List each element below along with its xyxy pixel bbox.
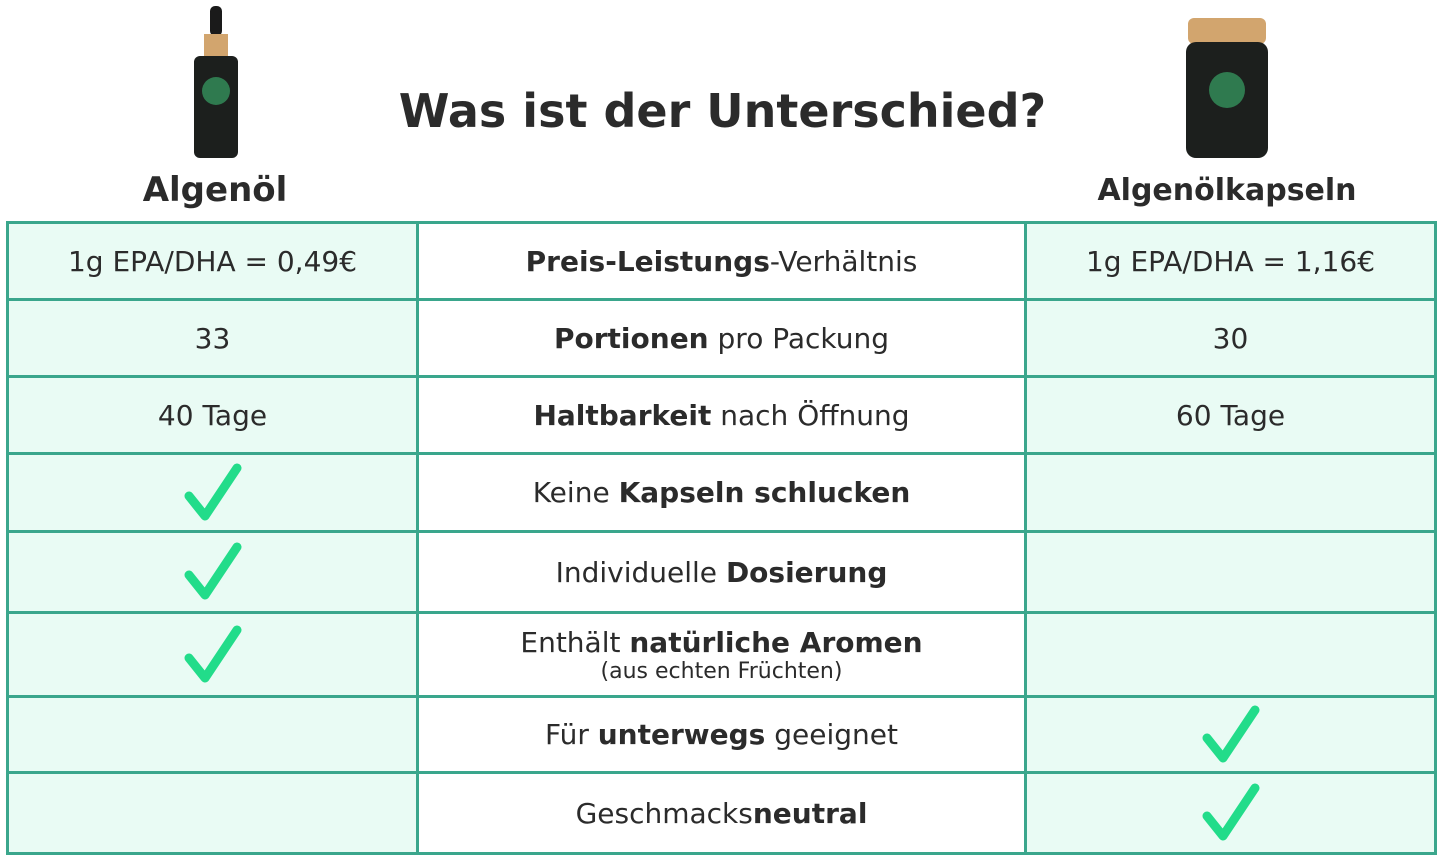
- right-cell: [1024, 530, 1437, 614]
- left-cell: [6, 771, 419, 855]
- left-cell: 1g EPA/DHA = 0,49€: [6, 221, 419, 301]
- right-value: 60 Tage: [1175, 398, 1286, 432]
- table-row: Für unterwegs geeignet: [6, 695, 1437, 774]
- feature-segment: pro Packung: [708, 321, 890, 355]
- feature-cell: Keine Kapseln schlucken: [416, 452, 1027, 533]
- jar-image: [1186, 18, 1268, 158]
- left-cell: 33: [6, 298, 419, 378]
- checkmark: [1202, 783, 1259, 841]
- feature-segment: nach Öffnung: [711, 398, 910, 432]
- right-cell: [1024, 695, 1437, 774]
- left-product-name: Algenöl: [142, 170, 288, 210]
- feature-label: Enthält natürliche Aromen: [419, 626, 1024, 659]
- feature-segment: Keine: [532, 476, 619, 509]
- feature-cell: Geschmacksneutral: [416, 771, 1027, 855]
- left-value: 1g EPA/DHA = 0,49€: [67, 244, 358, 278]
- title: Was ist der Unterschied?: [398, 84, 1047, 138]
- table-row: 1g EPA/DHA = 0,49€ Preis-Leistungs-Verhäl…: [6, 221, 1437, 301]
- table-row: 40 Tage Haltbarkeit nach Öffnung 60 Tage: [6, 375, 1437, 455]
- feature-cell: Preis-Leistungs-Verhältnis: [416, 221, 1027, 301]
- feature-segment: geeignet: [765, 718, 898, 751]
- right-cell: 1g EPA/DHA = 1,16€: [1024, 221, 1437, 301]
- feature-segment: Portionen: [553, 321, 709, 355]
- feature-cell: Portionen pro Packung: [416, 298, 1027, 378]
- feature-segment: Dosierung: [725, 555, 888, 589]
- checkmark: [184, 463, 241, 520]
- feature-label: Haltbarkeit nach Öffnung: [419, 399, 1024, 432]
- right-value: 30: [1212, 321, 1249, 355]
- feature-cell: Individuelle Dosierung: [416, 530, 1027, 614]
- table-row: Keine Kapseln schlucken: [6, 452, 1437, 533]
- right-cell: [1024, 452, 1437, 533]
- left-cell: [6, 695, 419, 774]
- feature-label: Geschmacksneutral: [419, 797, 1024, 830]
- right-value: 1g EPA/DHA = 1,16€: [1085, 244, 1376, 278]
- feature-label: Keine Kapseln schlucken: [419, 476, 1024, 509]
- table-row: Geschmacksneutral: [6, 771, 1437, 855]
- right-cell: 30: [1024, 298, 1437, 378]
- feature-segment: unterwegs: [597, 718, 766, 751]
- checkmark: [184, 625, 241, 682]
- table-row: 33 Portionen pro Packung 30: [6, 298, 1437, 378]
- table-row: Individuelle Dosierung: [6, 530, 1437, 614]
- left-cell: [6, 530, 419, 614]
- left-cell: 40 Tage: [6, 375, 419, 455]
- feature-segment: Geschmacks: [575, 796, 753, 830]
- feature-segment: Für: [545, 718, 598, 751]
- table-row: Enthält natürliche Aromen (aus echten Frü…: [6, 611, 1437, 698]
- left-cell: [6, 452, 419, 533]
- feature-segment: Haltbarkeit: [533, 398, 712, 432]
- feature-cell: Enthält natürliche Aromen (aus echten Frü…: [416, 611, 1027, 698]
- left-value: 33: [194, 321, 231, 355]
- right-cell: [1024, 771, 1437, 855]
- right-cell: [1024, 611, 1437, 698]
- feature-segment: Kapseln schlucken: [618, 476, 911, 509]
- feature-note: (aus echten Früchten): [600, 658, 843, 684]
- left-value: 40 Tage: [157, 398, 268, 432]
- feature-segment: natürliche Aromen: [629, 625, 923, 659]
- feature-label: Portionen pro Packung: [419, 322, 1024, 355]
- right-product-name: Algenölkapseln: [1097, 173, 1357, 208]
- feature-segment: -Verhältnis: [769, 244, 918, 278]
- checkmark: [184, 542, 241, 600]
- comparison-table: 1g EPA/DHA = 0,49€ Preis-Leistungs-Verhäl…: [6, 221, 1437, 855]
- feature-label: Für unterwegs geeignet: [419, 718, 1024, 751]
- feature-label: Preis-Leistungs-Verhältnis: [419, 245, 1024, 278]
- feature-cell: Haltbarkeit nach Öffnung: [416, 375, 1027, 455]
- feature-segment: Individuelle: [555, 555, 726, 589]
- feature-segment: Enthält: [520, 625, 630, 659]
- left-cell: [6, 611, 419, 698]
- feature-cell: Für unterwegs geeignet: [416, 695, 1027, 774]
- checkmark: [1202, 705, 1259, 762]
- right-cell: 60 Tage: [1024, 375, 1437, 455]
- feature-label: Individuelle Dosierung: [419, 556, 1024, 589]
- bottle-image: [194, 6, 238, 158]
- feature-segment: Preis-Leistungs: [525, 244, 770, 278]
- feature-segment: neutral: [752, 796, 868, 830]
